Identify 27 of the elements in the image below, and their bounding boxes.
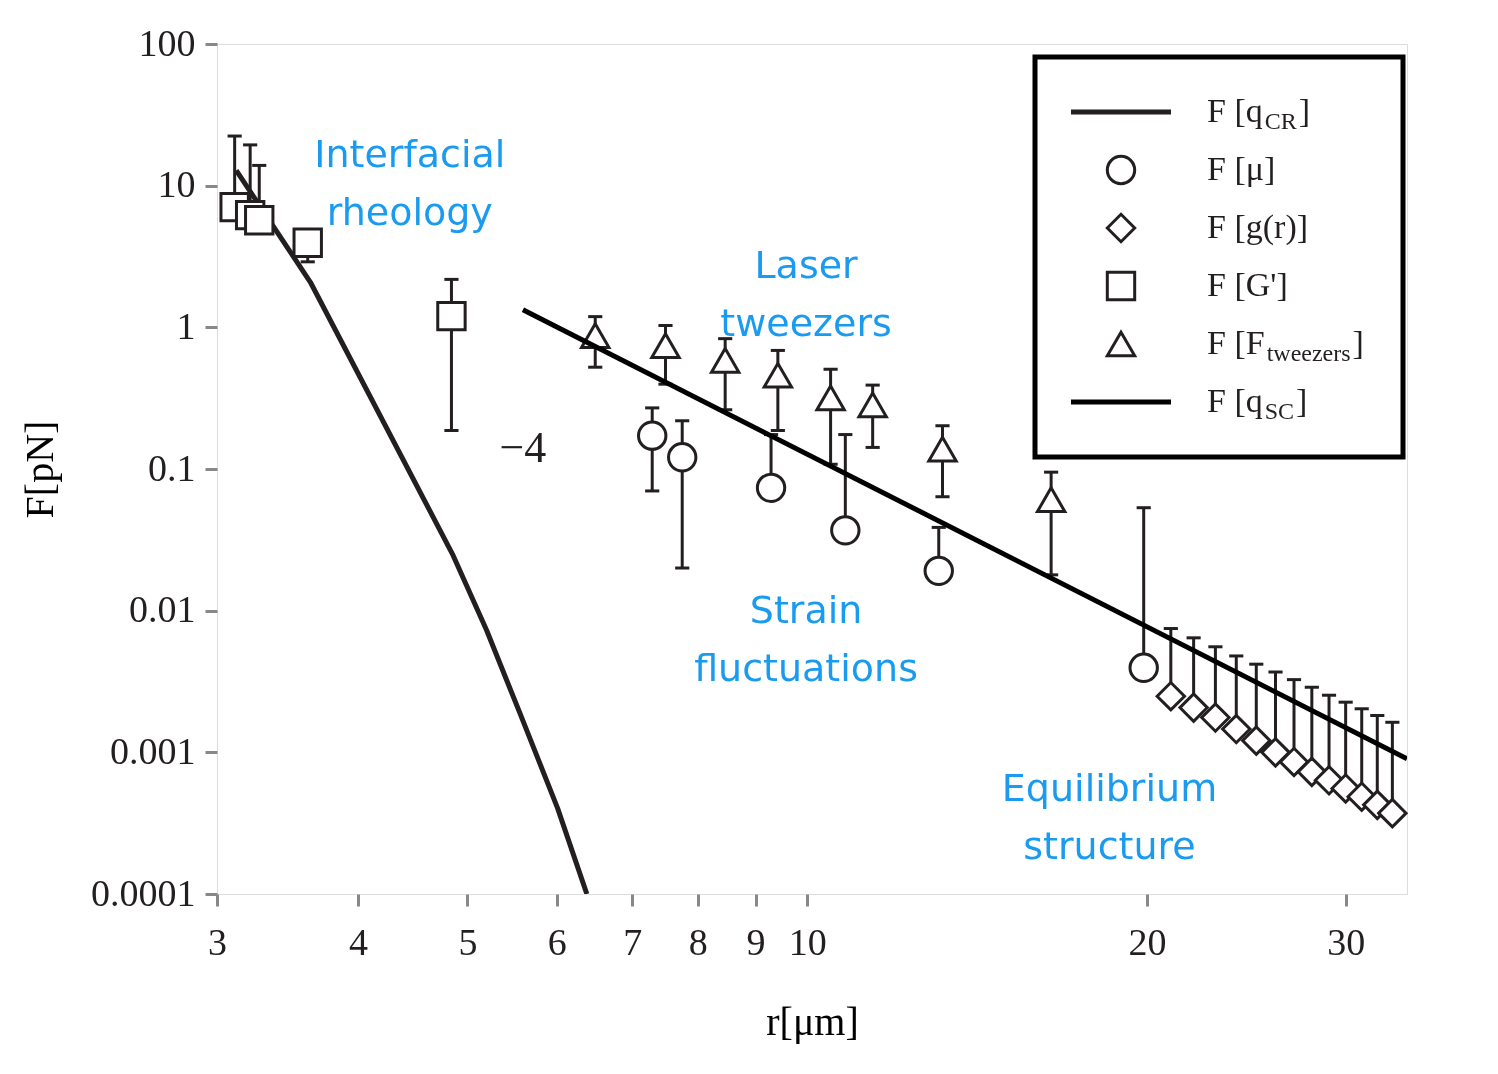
y-tick-label: 100 [138, 21, 196, 64]
x-tick-label: 8 [688, 920, 708, 963]
y-tick-label: 10 [157, 163, 196, 206]
legend-label: F [μ] [1207, 150, 1276, 187]
y-tick-label: 1 [176, 304, 196, 347]
x-tick-label: 30 [1327, 920, 1366, 963]
y-tick-label: 0.0001 [91, 871, 196, 914]
y-tick-label: 0.001 [110, 729, 196, 772]
annotation: Equilibrium structure [1001, 766, 1218, 869]
x-tick-label: 5 [458, 920, 478, 963]
x-tick-label: 3 [208, 920, 227, 963]
y-tick-label: 0.1 [148, 446, 196, 489]
x-tick-label: 10 [788, 920, 827, 963]
annotation: Laser tweezers [720, 242, 892, 345]
x-tick-label: 4 [349, 920, 369, 963]
x-tick-label: 9 [746, 920, 766, 963]
legend-label: F [g(r)] [1207, 208, 1309, 246]
x-tick-label: 6 [547, 920, 567, 963]
x-tick-label: 20 [1128, 920, 1167, 963]
annotation: Strain fluctuations [694, 587, 918, 690]
y-tick-label: 0.01 [129, 588, 196, 631]
x-tick-label: 7 [623, 920, 643, 963]
x-axis-title: r[μm] [766, 998, 859, 1044]
annotation: Interfacial rheology [314, 132, 506, 235]
annotation: −4 [499, 423, 547, 473]
y-axis-title: F[pN] [17, 420, 62, 519]
legend-label: F [G'] [1207, 266, 1288, 303]
